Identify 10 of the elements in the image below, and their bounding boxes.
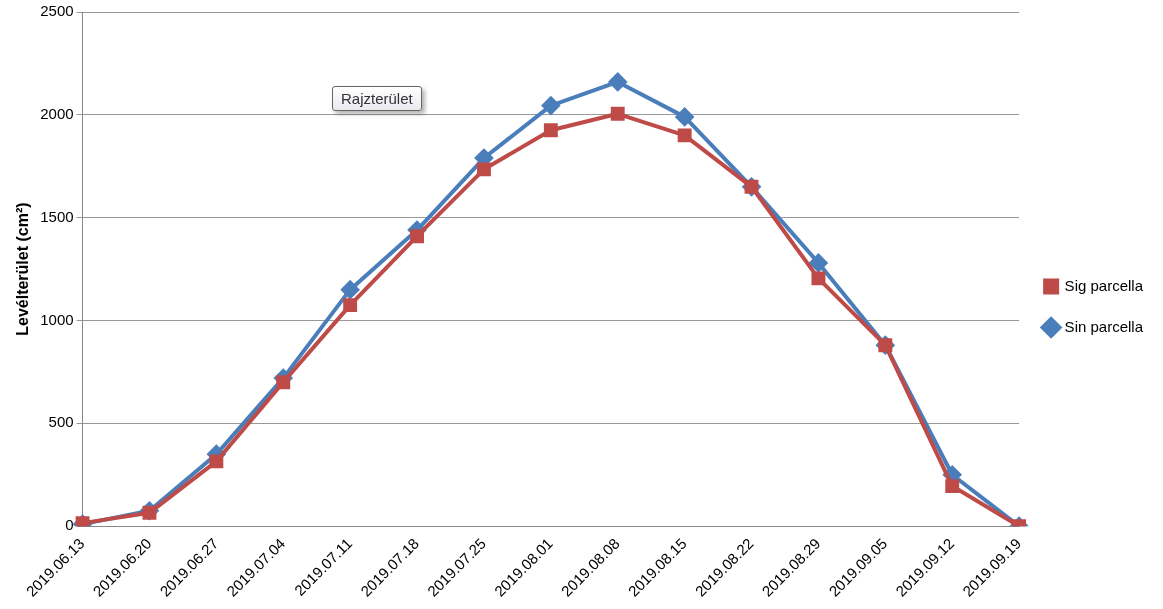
y-tick-label: 2000 [40, 104, 74, 122]
y-tick-label: 2500 [40, 2, 74, 20]
legend-label: Sin parcella [1064, 317, 1144, 335]
legend-label: Sig parcella [1064, 276, 1144, 294]
y-axis-title: Levélterület (cm²) [14, 202, 32, 336]
y-tick-label: 500 [48, 413, 74, 431]
annotation: Rajzterület [332, 86, 422, 111]
y-tick-label: 1000 [40, 310, 74, 328]
y-tick-label: 1500 [40, 207, 74, 225]
y-tick-label: 0 [65, 516, 74, 534]
